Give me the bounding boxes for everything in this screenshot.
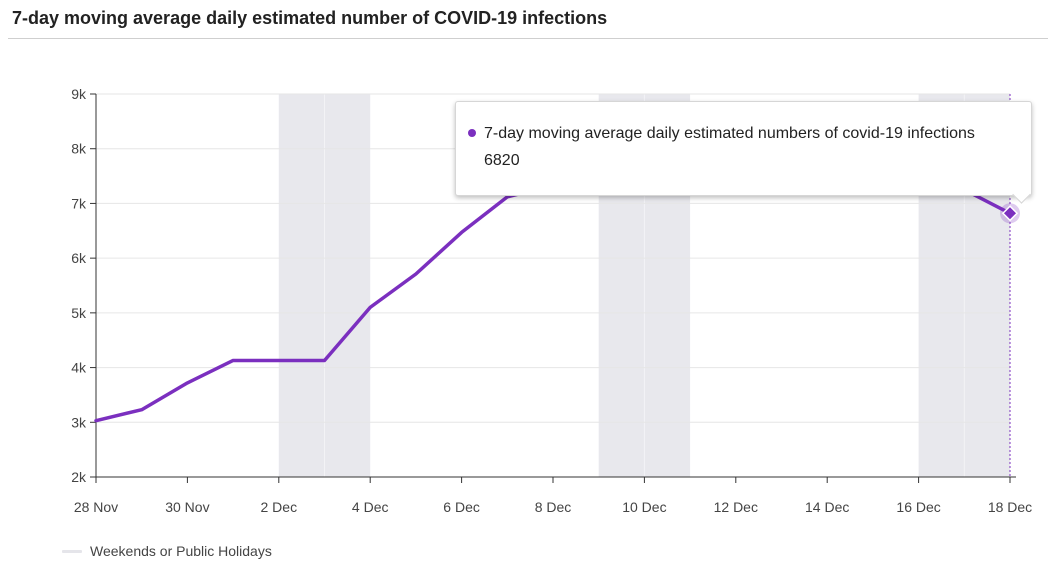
y-tick-label: 6k [71,250,87,266]
x-tick-label: 16 Dec [896,499,940,515]
grid-lines [96,93,1010,423]
x-tick-label: 12 Dec [714,499,758,515]
x-tick-label: 4 Dec [352,499,389,515]
series-lines [94,167,1012,423]
chart-title: 7-day moving average daily estimated num… [12,8,608,28]
tooltip: 7-day moving average daily estimated num… [455,101,1032,204]
tooltip-value: 6820 [484,152,520,169]
series-line[interactable] [94,167,1012,423]
x-tick-label: 10 Dec [622,499,666,515]
y-tick-label: 7k [71,195,87,211]
legend-swatch [62,549,82,553]
x-tick-label: 8 Dec [535,499,572,515]
hover-markers [1000,94,1020,477]
x-tick-label: 30 Nov [165,499,209,515]
y-tick-label: 3k [71,414,87,430]
x-tick-label: 28 Nov [74,499,118,515]
title-divider [8,38,1048,39]
hover-point-marker[interactable] [1001,205,1019,222]
y-tick-label: 2k [71,469,87,485]
series-color-dot [468,129,476,137]
x-tick-label: 2 Dec [261,499,298,515]
y-tick-label: 8k [71,141,87,157]
y-tick-label: 9k [71,86,87,102]
tooltip-series-name: 7-day moving average daily estimated num… [484,125,975,142]
y-tick-label: 5k [71,305,87,321]
legend[interactable]: Weekends or Public Holidays [62,543,272,559]
x-tick-label: 14 Dec [805,499,849,515]
legend-label: Weekends or Public Holidays [90,543,272,559]
x-tick-label: 18 Dec [988,499,1032,515]
axes: 2k 3k 4k 5k 6k 7k 8k 9k 28 Nov 30 Nov 2 Dec 4 Dec 6 … [71,86,1032,515]
y-tick-label: 4k [71,360,87,376]
x-tick-label: 6 Dec [443,499,480,515]
